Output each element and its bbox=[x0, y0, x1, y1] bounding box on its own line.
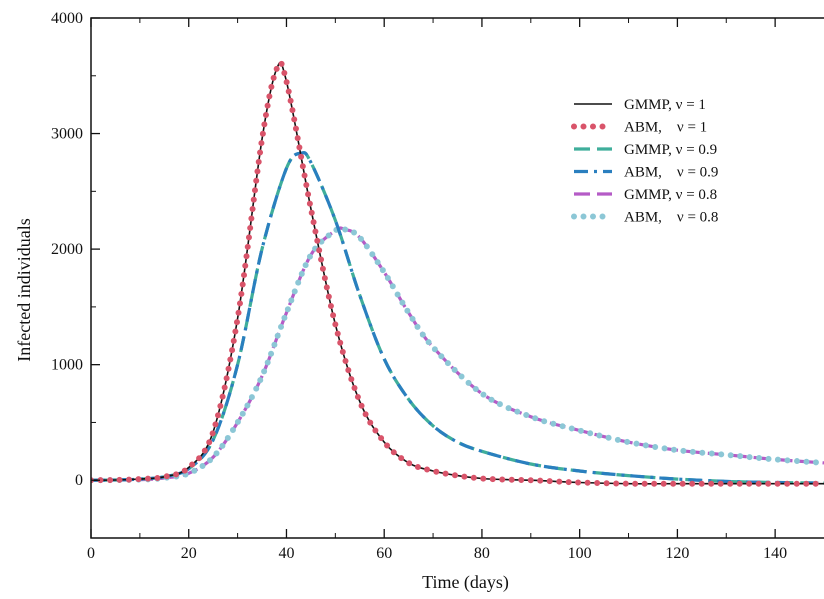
y-tick-label: 0 bbox=[75, 472, 83, 489]
series-line-1 bbox=[91, 59, 824, 487]
x-tick-label: 80 bbox=[474, 545, 490, 562]
series-line-5 bbox=[91, 225, 824, 484]
x-tick-label: 140 bbox=[763, 545, 787, 562]
plot-area bbox=[91, 59, 824, 487]
legend-label-5: ABM, ν = 0.8 bbox=[624, 210, 718, 226]
y-tick-label: 1000 bbox=[51, 357, 83, 374]
y-tick-label: 2000 bbox=[51, 241, 83, 258]
legend-label-4: GMMP, ν = 0.8 bbox=[624, 187, 717, 203]
series-line-0 bbox=[91, 61, 824, 485]
x-tick-label: 40 bbox=[278, 545, 294, 562]
series-line-4 bbox=[91, 226, 824, 482]
x-tick-label: 120 bbox=[665, 545, 689, 562]
legend: GMMP, ν = 1 ABM, ν = 1 GMMP, ν = 0.9 ABM, ν… bbox=[571, 97, 718, 226]
plot-frame bbox=[90, 17, 824, 539]
x-tick-label: 100 bbox=[568, 545, 592, 562]
x-tick-label: 20 bbox=[181, 545, 197, 562]
y-tick-label: 4000 bbox=[51, 10, 83, 27]
legend-label-1: ABM, ν = 1 bbox=[624, 120, 707, 136]
x-axis-title: Time (days) bbox=[422, 572, 509, 593]
y-axis-title: Infected individuals bbox=[14, 218, 34, 361]
legend-label-3: ABM, ν = 0.9 bbox=[624, 165, 718, 181]
legend-label-0: GMMP, ν = 1 bbox=[624, 97, 706, 113]
axes: 0 20 40 60 80 100 120 140 0 1000 2000 3000 4000 bbox=[51, 10, 824, 562]
series-line-3 bbox=[91, 151, 824, 485]
x-tick-label: 60 bbox=[376, 545, 392, 562]
legend-label-2: GMMP, ν = 0.9 bbox=[624, 142, 717, 158]
y-tick-label: 3000 bbox=[51, 126, 83, 143]
x-tick-label: 0 bbox=[87, 545, 95, 562]
